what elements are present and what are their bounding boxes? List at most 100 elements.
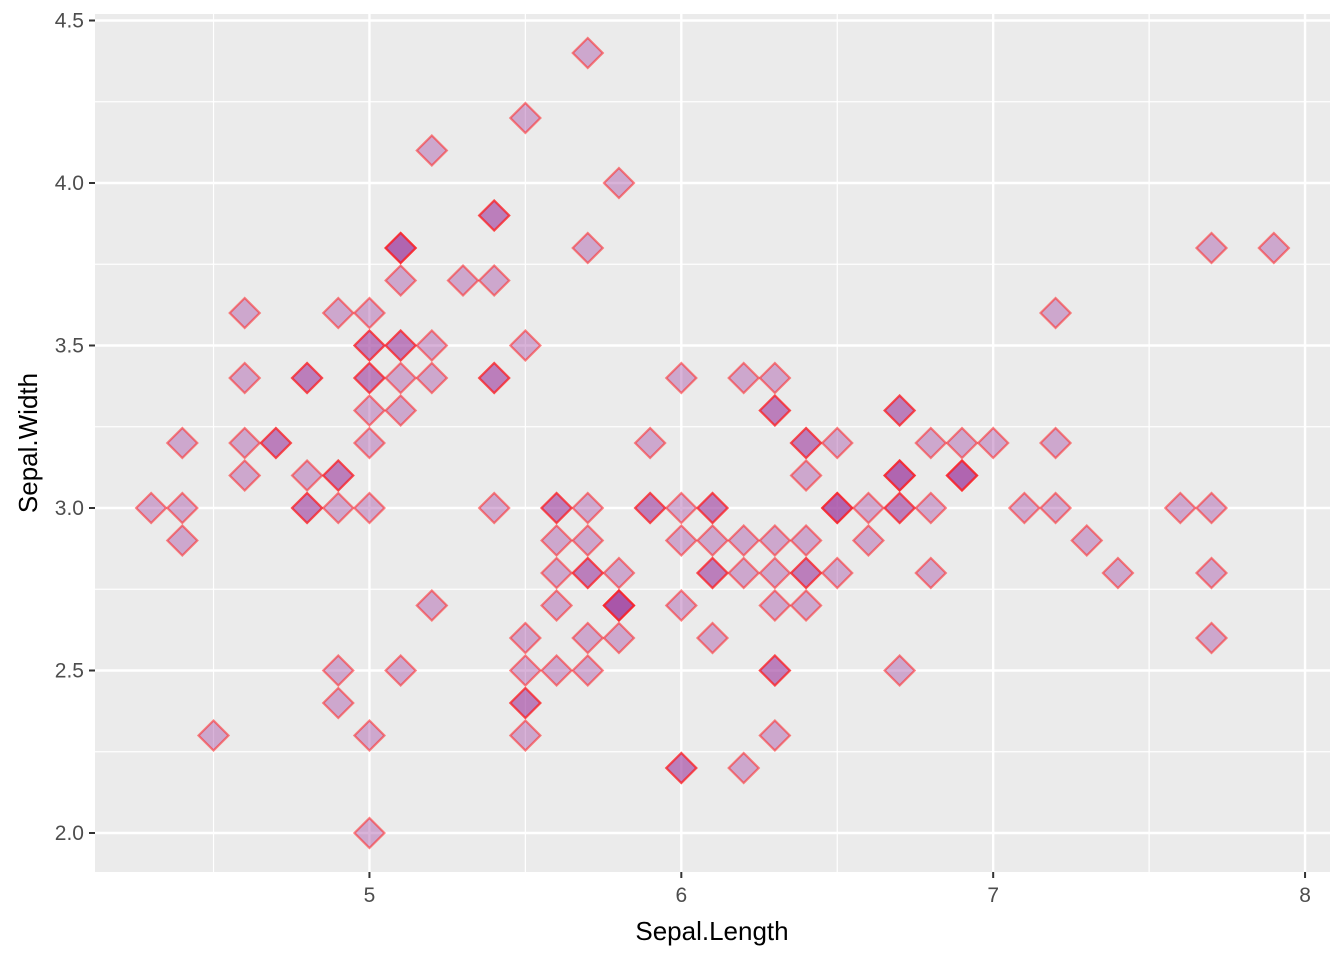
data-point xyxy=(789,556,823,590)
data-point xyxy=(602,588,636,623)
data-point xyxy=(477,263,511,298)
y-tick-label: 4.0 xyxy=(55,172,84,195)
data-point xyxy=(1070,523,1104,558)
x-tick-label: 6 xyxy=(675,884,687,907)
x-axis-label: Sepal.Length xyxy=(635,916,788,946)
data-point xyxy=(477,198,511,233)
data-point xyxy=(664,361,698,395)
y-tick-label: 3.5 xyxy=(55,335,84,358)
data-point xyxy=(633,491,667,525)
data-point xyxy=(914,491,948,525)
data-point xyxy=(165,523,199,558)
grid-lines xyxy=(95,14,1330,872)
data-point xyxy=(695,523,730,558)
data-point xyxy=(228,296,262,330)
data-point xyxy=(571,653,605,688)
data-point xyxy=(883,458,917,493)
data-point xyxy=(1163,491,1197,525)
data-point xyxy=(914,426,948,460)
data-point xyxy=(290,491,324,525)
data-point xyxy=(321,296,355,330)
data-point xyxy=(352,296,387,330)
data-point xyxy=(602,621,636,655)
data-point xyxy=(727,523,761,558)
data-point xyxy=(664,751,698,785)
data-point xyxy=(945,458,979,493)
data-point xyxy=(540,588,574,623)
y-tick-label: 4.5 xyxy=(55,10,84,33)
data-point xyxy=(1194,556,1229,590)
data-point xyxy=(883,653,917,688)
data-point xyxy=(415,588,449,623)
data-point xyxy=(228,361,262,395)
data-point xyxy=(571,556,605,590)
data-point xyxy=(602,166,636,200)
data-point xyxy=(352,328,387,363)
data-point xyxy=(352,361,387,395)
data-point xyxy=(259,426,293,460)
data-point xyxy=(883,393,917,428)
data-point xyxy=(508,328,542,363)
data-point xyxy=(664,491,698,525)
data-point xyxy=(352,491,387,525)
data-point xyxy=(165,491,199,525)
data-point xyxy=(789,426,823,460)
data-point xyxy=(1194,621,1229,655)
data-point xyxy=(290,361,324,395)
data-point xyxy=(571,523,605,558)
data-point xyxy=(758,653,792,688)
data-points xyxy=(134,36,1291,850)
data-point xyxy=(384,328,418,363)
y-tick-label: 3.0 xyxy=(55,497,84,520)
data-point xyxy=(384,231,418,265)
y-tick-label: 2.0 xyxy=(55,822,84,845)
axes: 5 6 7 8 2.0 2.5 3.0 3.5 4.0 4.5 xyxy=(55,10,1311,908)
data-point xyxy=(695,491,730,525)
data-point xyxy=(727,751,761,785)
data-point xyxy=(695,621,730,655)
x-tick-label: 5 xyxy=(364,884,376,907)
data-point xyxy=(446,263,480,298)
data-point xyxy=(352,718,387,753)
data-point xyxy=(851,523,885,558)
data-point xyxy=(1194,491,1229,525)
data-point xyxy=(695,556,730,590)
data-point xyxy=(415,361,449,395)
data-point xyxy=(758,588,792,623)
data-point xyxy=(914,556,948,590)
data-point xyxy=(851,491,885,525)
data-point xyxy=(540,556,574,590)
data-point xyxy=(352,393,387,428)
data-point xyxy=(477,361,511,395)
data-point xyxy=(384,393,418,428)
data-point xyxy=(321,491,355,525)
data-point xyxy=(508,686,542,720)
data-point xyxy=(540,523,574,558)
data-point xyxy=(384,361,418,395)
data-point xyxy=(727,556,761,590)
data-point xyxy=(789,523,823,558)
data-point xyxy=(820,556,854,590)
data-point xyxy=(571,621,605,655)
data-point xyxy=(758,361,792,395)
data-point xyxy=(602,556,636,590)
data-point xyxy=(758,393,792,428)
data-point xyxy=(352,816,387,850)
plot-panel xyxy=(95,14,1330,872)
y-axis-label: Sepal.Width xyxy=(13,373,43,513)
data-point xyxy=(165,426,199,460)
data-point xyxy=(196,718,231,753)
data-point xyxy=(540,653,574,688)
data-point xyxy=(945,426,979,460)
data-point xyxy=(758,523,792,558)
data-point xyxy=(789,588,823,623)
data-point xyxy=(540,491,574,525)
data-point xyxy=(384,653,418,688)
y-tick-label: 2.5 xyxy=(55,660,84,683)
data-point xyxy=(633,426,667,460)
data-point xyxy=(134,491,168,525)
data-point xyxy=(508,621,542,655)
data-point xyxy=(1038,491,1073,525)
data-point xyxy=(571,231,605,265)
